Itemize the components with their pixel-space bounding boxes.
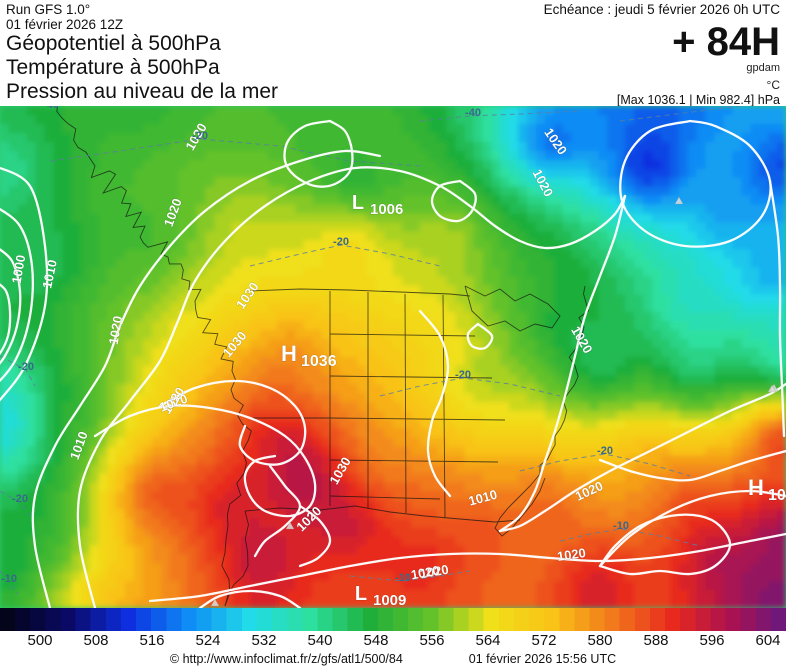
svg-text:580: 580	[587, 632, 612, 649]
svg-text:1030: 1030	[326, 454, 353, 487]
svg-text:1036: 1036	[301, 353, 337, 370]
svg-text:1000: 1000	[9, 254, 29, 285]
svg-text:1020: 1020	[530, 167, 557, 200]
svg-text:L: L	[352, 192, 364, 214]
svg-text:1020: 1020	[410, 563, 441, 583]
svg-text:-40: -40	[43, 106, 59, 111]
svg-text:596: 596	[699, 632, 724, 649]
svg-text:1020: 1020	[568, 323, 595, 356]
svg-text:1030: 1030	[233, 279, 262, 311]
svg-text:L: L	[355, 583, 367, 605]
svg-text:-40: -40	[465, 107, 481, 119]
svg-text:-20: -20	[455, 369, 471, 381]
svg-text:556: 556	[419, 632, 444, 649]
svg-text:572: 572	[531, 632, 556, 649]
svg-text:-20: -20	[192, 130, 208, 142]
svg-text:1010: 1010	[67, 429, 91, 461]
svg-text:1020: 1020	[556, 545, 587, 564]
svg-text:500: 500	[27, 632, 52, 649]
svg-text:588: 588	[643, 632, 668, 649]
svg-text:-20: -20	[12, 493, 28, 505]
svg-text:548: 548	[363, 632, 388, 649]
svg-text:1020: 1020	[161, 196, 185, 228]
svg-text:564: 564	[475, 632, 500, 649]
svg-text:1030: 1030	[220, 328, 250, 360]
svg-text:1009: 1009	[373, 592, 406, 608]
svg-text:102: 102	[768, 487, 786, 504]
svg-text:-20: -20	[597, 445, 613, 457]
svg-text:-20: -20	[333, 236, 349, 248]
svg-text:540: 540	[307, 632, 332, 649]
svg-text:-10: -10	[613, 520, 629, 532]
svg-text:524: 524	[195, 632, 220, 649]
svg-text:604: 604	[755, 632, 780, 649]
svg-text:-10: -10	[1, 573, 17, 585]
svg-text:1020: 1020	[573, 478, 606, 504]
svg-text:1010: 1010	[467, 487, 499, 509]
svg-text:1020: 1020	[541, 125, 570, 157]
svg-text:1010: 1010	[39, 258, 60, 289]
svg-text:516: 516	[139, 632, 164, 649]
svg-text:-10: -10	[395, 572, 411, 584]
svg-text:H: H	[281, 341, 297, 366]
svg-text:508: 508	[83, 632, 108, 649]
svg-text:1020: 1020	[293, 503, 324, 534]
svg-text:1006: 1006	[370, 201, 403, 218]
svg-text:532: 532	[251, 632, 276, 649]
svg-text:H: H	[748, 475, 764, 500]
svg-text:-20: -20	[18, 361, 34, 373]
svg-text:1020: 1020	[106, 315, 126, 346]
